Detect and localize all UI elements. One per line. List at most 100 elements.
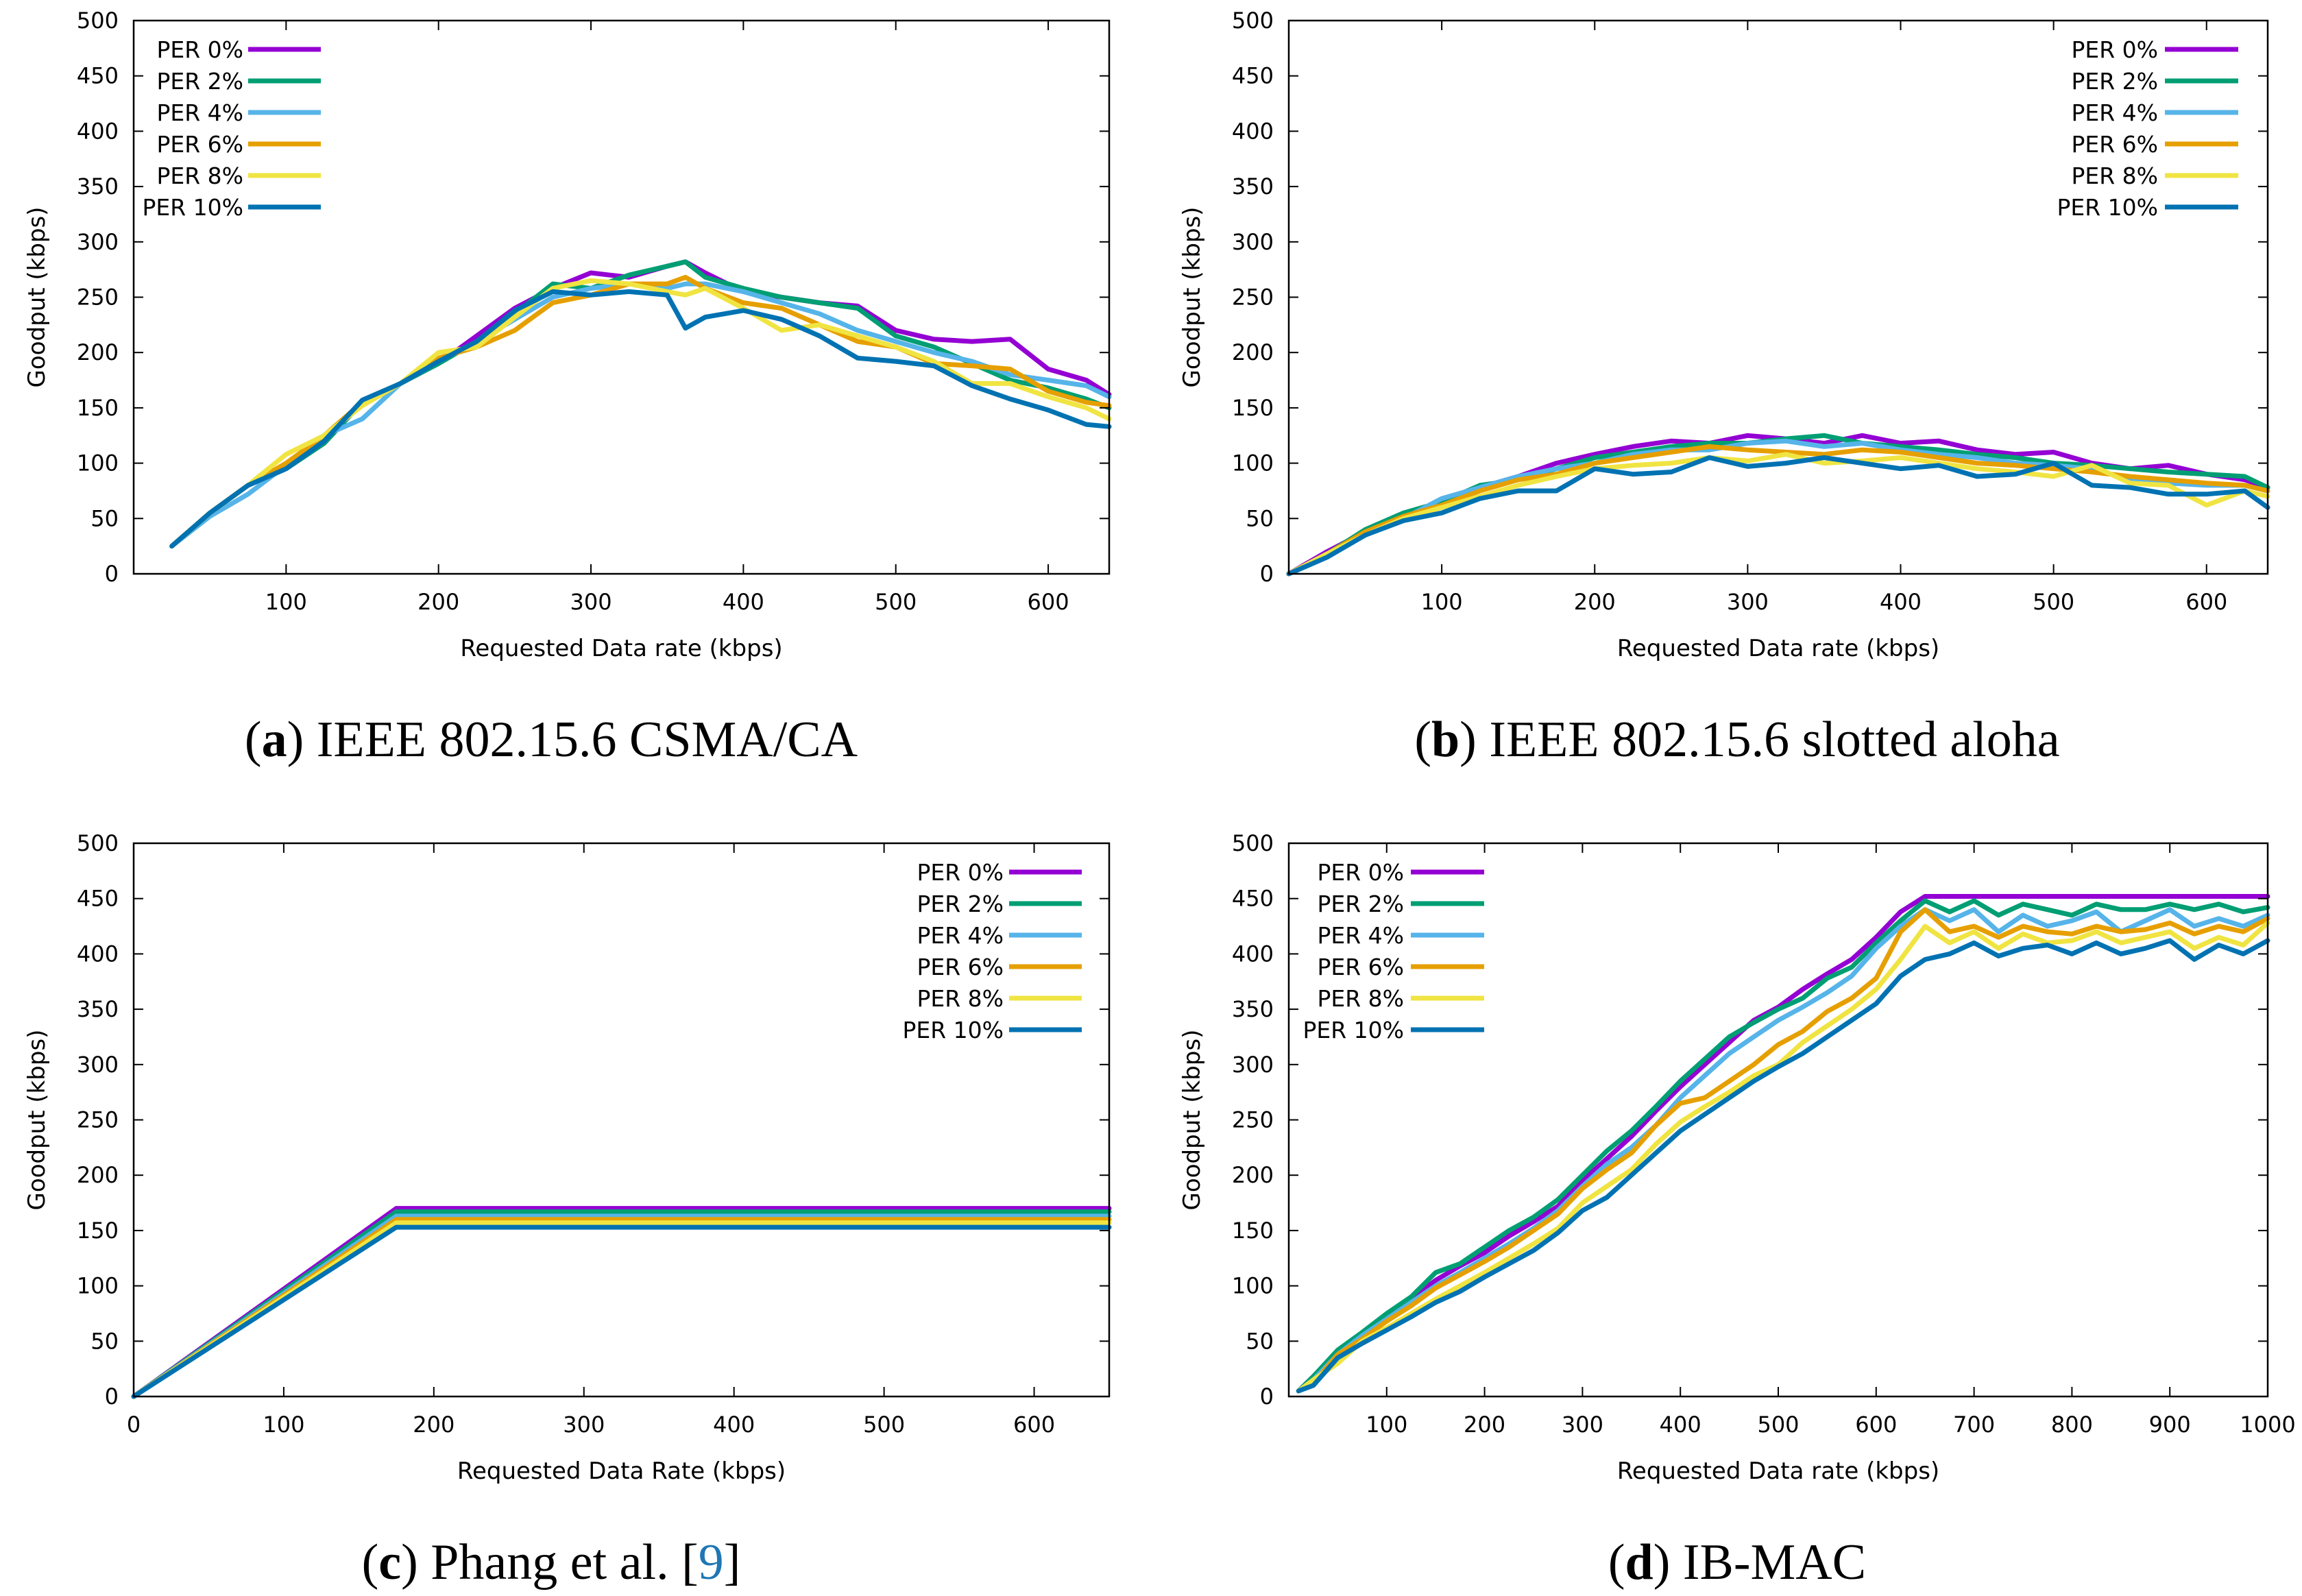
legend-label: PER 10% bbox=[902, 1017, 1004, 1043]
x-axis-label: Requested Data rate (kbps) bbox=[1617, 635, 1939, 662]
legend-label: PER 8% bbox=[2071, 162, 2158, 189]
y-tick-label: 400 bbox=[77, 118, 119, 144]
x-tick-label: 400 bbox=[1880, 589, 1922, 615]
y-axis-label: Goodput (kbps) bbox=[23, 1030, 51, 1211]
series-line bbox=[169, 278, 1112, 549]
y-axis-label: Goodput (kbps) bbox=[23, 207, 51, 388]
series-line bbox=[169, 289, 1112, 549]
y-tick-label: 50 bbox=[1246, 505, 1274, 531]
y-tick-label: 50 bbox=[1246, 1328, 1274, 1354]
panel-b: 0 50 100 150 200 250 300 350 400 450 500 100 200 300 4… bbox=[1178, 8, 2270, 662]
series-line bbox=[1296, 907, 2270, 1394]
y-tick-label: 250 bbox=[77, 285, 119, 311]
y-tick-label: 400 bbox=[77, 941, 119, 967]
panel-a: 0 50 100 150 200 250 300 350 400 450 500 100 200 300 4… bbox=[23, 8, 1112, 662]
y-tick-label: 250 bbox=[1232, 285, 1274, 311]
y-tick-label: 0 bbox=[105, 1383, 119, 1410]
x-tick-label: 100 bbox=[265, 589, 307, 615]
series-line bbox=[131, 1213, 1112, 1399]
legend-label: PER 2% bbox=[1317, 891, 1404, 917]
caption-c: (c) Phang et al. [9] bbox=[362, 1534, 741, 1591]
y-tick-label: 500 bbox=[77, 830, 119, 856]
series-line bbox=[169, 274, 1112, 549]
x-tick-label: 900 bbox=[2149, 1412, 2191, 1438]
legend-label: PER 2% bbox=[156, 68, 243, 95]
y-tick-label: 500 bbox=[1232, 8, 1274, 34]
x-axis-label: Requested Data rate (kbps) bbox=[1617, 1458, 1939, 1485]
legend-label: PER 2% bbox=[2071, 68, 2158, 95]
y-tick-label: 450 bbox=[77, 63, 119, 89]
series-line bbox=[131, 1217, 1112, 1399]
legend-label: PER 6% bbox=[156, 131, 243, 158]
x-tick-label: 300 bbox=[1562, 1412, 1603, 1438]
y-tick-label: 100 bbox=[77, 450, 119, 476]
y-tick-label: 50 bbox=[90, 1328, 119, 1354]
x-tick-label: 200 bbox=[1464, 1412, 1505, 1438]
y-tick-label: 500 bbox=[1232, 830, 1274, 856]
x-tick-label: 600 bbox=[1855, 1412, 1897, 1438]
x-tick-label: 200 bbox=[1574, 589, 1616, 615]
panel-d: 0 50 100 150 200 250 300 350 400 450 500 100 200 300 4… bbox=[1178, 830, 2296, 1485]
series-group bbox=[131, 1206, 1112, 1399]
y-tick-label: 250 bbox=[1232, 1107, 1274, 1133]
legend-label: PER 10% bbox=[2057, 194, 2158, 221]
y-tick-label: 350 bbox=[77, 996, 119, 1022]
legend-label: PER 10% bbox=[1303, 1017, 1404, 1043]
y-tick-label: 150 bbox=[77, 395, 119, 421]
x-tick-label: 100 bbox=[263, 1412, 304, 1438]
series-group bbox=[1296, 894, 2270, 1394]
x-tick-label: 100 bbox=[1366, 1412, 1407, 1438]
y-tick-label: 400 bbox=[1232, 941, 1274, 967]
y-tick-label: 0 bbox=[1260, 561, 1274, 587]
series-group bbox=[169, 259, 1112, 549]
x-tick-label: 200 bbox=[413, 1412, 455, 1438]
y-tick-label: 500 bbox=[77, 8, 119, 34]
legend-label: PER 6% bbox=[1317, 954, 1404, 980]
y-tick-label: 350 bbox=[1232, 996, 1274, 1022]
legend-label: PER 0% bbox=[156, 36, 243, 63]
x-tick-label: 300 bbox=[570, 589, 611, 615]
series-line bbox=[169, 281, 1112, 549]
y-axis-label: Goodput (kbps) bbox=[1178, 1030, 1206, 1211]
legend-label: PER 0% bbox=[917, 859, 1004, 886]
y-tick-label: 200 bbox=[1232, 1162, 1274, 1188]
series-line bbox=[169, 259, 1112, 549]
series-line bbox=[1296, 898, 2270, 1394]
series-line bbox=[169, 259, 1112, 549]
citation-link[interactable]: 9 bbox=[699, 1534, 724, 1591]
series-line bbox=[1296, 920, 2270, 1394]
x-tick-label: 300 bbox=[1727, 589, 1769, 615]
plot-frame bbox=[132, 19, 1111, 575]
x-tick-label: 0 bbox=[127, 1412, 141, 1438]
y-tick-label: 50 bbox=[90, 505, 119, 531]
x-tick-label: 200 bbox=[417, 589, 459, 615]
panel-c: 0 50 100 150 200 250 300 350 400 450 500 0 100 200 300… bbox=[23, 830, 1112, 1485]
series-line bbox=[131, 1224, 1112, 1399]
caption-b: (b) IEEE 802.15.6 slotted aloha bbox=[1414, 712, 2059, 768]
x-tick-label: 500 bbox=[2033, 589, 2074, 615]
legend-label: PER 4% bbox=[2071, 99, 2158, 126]
y-tick-label: 300 bbox=[77, 229, 119, 255]
y-tick-label: 450 bbox=[77, 886, 119, 912]
y-tick-label: 450 bbox=[1232, 886, 1274, 912]
y-tick-label: 100 bbox=[1232, 450, 1274, 476]
x-tick-label: 1000 bbox=[2240, 1412, 2295, 1438]
legend: PER 0% PER 2% PER 4% PER 6% PER 8% PER 10% bbox=[142, 36, 321, 221]
y-tick-label: 100 bbox=[77, 1273, 119, 1299]
y-tick-label: 400 bbox=[1232, 118, 1274, 144]
legend-label: PER 6% bbox=[917, 954, 1004, 980]
plot-frame bbox=[1287, 842, 2269, 1398]
y-tick-label: 0 bbox=[1260, 1383, 1274, 1410]
legend-label: PER 8% bbox=[917, 985, 1004, 1012]
y-tick-label: 200 bbox=[77, 1162, 119, 1188]
y-tick-label: 300 bbox=[1232, 1052, 1274, 1078]
y-tick-label: 150 bbox=[77, 1218, 119, 1244]
y-tick-label: 200 bbox=[1232, 339, 1274, 365]
x-tick-label: 400 bbox=[713, 1412, 755, 1438]
series-line bbox=[1296, 894, 2270, 1394]
y-tick-label: 150 bbox=[1232, 395, 1274, 421]
y-tick-label: 450 bbox=[1232, 63, 1274, 89]
legend: PER 0% PER 2% PER 4% PER 6% PER 8% PER 10% bbox=[1303, 859, 1484, 1043]
x-tick-label: 400 bbox=[1660, 1412, 1701, 1438]
y-tick-label: 300 bbox=[77, 1052, 119, 1078]
